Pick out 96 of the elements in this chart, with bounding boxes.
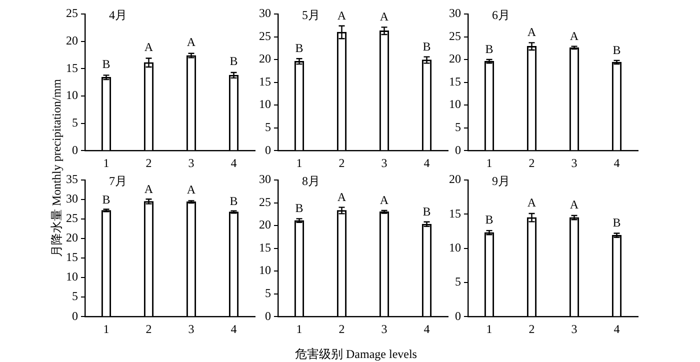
- annotation: A: [380, 10, 389, 24]
- y-tick-label: 15: [66, 250, 78, 264]
- y-tick-label: 20: [259, 52, 271, 66]
- y-tick-label: 15: [66, 60, 78, 75]
- y-tick-label: 20: [259, 218, 271, 232]
- x-tick-label: 4: [614, 322, 620, 336]
- annotation: A: [337, 190, 346, 204]
- x-tick-label: 4: [424, 322, 430, 336]
- x-axis-title: 危害级别 Damage levels: [295, 346, 417, 362]
- annotation: A: [527, 25, 536, 40]
- y-tick-label: 20: [449, 172, 461, 186]
- annotation: A: [380, 193, 389, 208]
- y-tick-label: 5: [455, 120, 461, 134]
- y-tick-label: 30: [259, 6, 271, 20]
- x-tick-label: 4: [230, 322, 237, 336]
- y-tick-label: 10: [259, 97, 271, 112]
- annotation: B: [295, 201, 304, 216]
- y-tick-label: 10: [66, 88, 78, 102]
- annotation: B: [485, 42, 494, 56]
- y-tick-label: 0: [455, 308, 461, 323]
- annotation: A: [337, 8, 346, 22]
- x-tick-label: 3: [188, 322, 194, 336]
- x-tick-label: 4: [614, 156, 620, 170]
- annotation: A: [144, 182, 154, 196]
- x-tick-label: 2: [338, 322, 345, 336]
- y-tick-label: 0: [72, 142, 78, 157]
- y-axis-title: 月降水量 Monthly precipitation/mm: [48, 79, 64, 257]
- x-tick-label: 1: [103, 156, 110, 170]
- annotation: B: [612, 215, 621, 230]
- y-tick-label: 5: [265, 286, 271, 300]
- annotation: B: [102, 56, 110, 71]
- y-tick-label: 20: [449, 52, 461, 66]
- y-tick-label: 0: [72, 308, 78, 323]
- y-tick-label: 10: [259, 263, 271, 278]
- chart-title: 4月: [109, 8, 127, 22]
- x-tick-label: 4: [230, 156, 237, 170]
- x-tick-label: 1: [486, 322, 492, 336]
- y-tick-label: 20: [66, 33, 78, 48]
- x-tick-label: 3: [381, 322, 388, 336]
- x-tick-label: 3: [381, 156, 388, 170]
- y-tick-label: 15: [259, 240, 271, 254]
- annotation: B: [612, 42, 621, 57]
- x-tick-label: 3: [571, 322, 578, 336]
- annotation: A: [570, 198, 579, 212]
- annotation: B: [422, 204, 431, 218]
- x-tick-label: 4: [424, 156, 430, 170]
- chart-title: 8月: [302, 174, 320, 188]
- annotation: B: [230, 54, 238, 68]
- y-tick-label: 35: [66, 172, 78, 186]
- x-tick-label: 2: [338, 156, 345, 170]
- y-tick-label: 25: [259, 194, 271, 209]
- x-tick-label: 2: [528, 322, 535, 336]
- annotation: A: [570, 28, 579, 43]
- annotation: B: [485, 212, 494, 227]
- chart-title: 5月: [302, 8, 320, 22]
- x-tick-label: 1: [103, 322, 110, 336]
- x-tick-label: 2: [528, 156, 535, 170]
- annotation: B: [102, 192, 110, 206]
- chart-title: 6月: [492, 8, 510, 22]
- y-tick-label: 25: [66, 6, 78, 20]
- y-tick-label: 10: [449, 240, 461, 254]
- annotation: A: [144, 40, 154, 54]
- x-tick-label: 2: [146, 322, 152, 336]
- y-tick-label: 30: [66, 192, 78, 206]
- y-tick-label: 15: [449, 74, 461, 88]
- y-tick-label: 5: [72, 115, 78, 130]
- y-tick-label: 0: [455, 142, 461, 157]
- y-tick-label: 10: [66, 270, 78, 284]
- annotation: B: [422, 39, 431, 54]
- chart-title: 9月: [492, 174, 510, 188]
- annotation: A: [186, 35, 196, 50]
- y-tick-label: 5: [72, 289, 78, 304]
- y-tick-label: 25: [259, 28, 271, 43]
- x-tick-label: 1: [296, 322, 302, 336]
- x-tick-label: 1: [296, 156, 302, 170]
- y-tick-label: 5: [455, 274, 461, 289]
- y-tick-label: 15: [449, 206, 461, 220]
- annotation: B: [230, 194, 238, 208]
- y-tick-label: 25: [449, 28, 461, 43]
- y-tick-label: 30: [449, 6, 461, 20]
- y-tick-label: 0: [265, 308, 271, 323]
- y-tick-label: 30: [259, 172, 271, 186]
- x-tick-label: 3: [188, 156, 194, 170]
- x-tick-label: 3: [571, 156, 578, 170]
- x-tick-label: 1: [486, 156, 492, 170]
- chart-title: 7月: [109, 174, 127, 188]
- annotation: A: [527, 196, 536, 210]
- annotation: B: [295, 41, 304, 56]
- x-tick-label: 2: [146, 156, 152, 170]
- y-tick-label: 15: [259, 74, 271, 88]
- y-tick-label: 10: [449, 97, 461, 112]
- y-tick-label: 0: [265, 142, 271, 157]
- y-tick-label: 20: [66, 230, 78, 245]
- annotation: A: [186, 182, 196, 197]
- y-tick-label: 5: [265, 120, 271, 134]
- y-tick-label: 25: [66, 211, 78, 226]
